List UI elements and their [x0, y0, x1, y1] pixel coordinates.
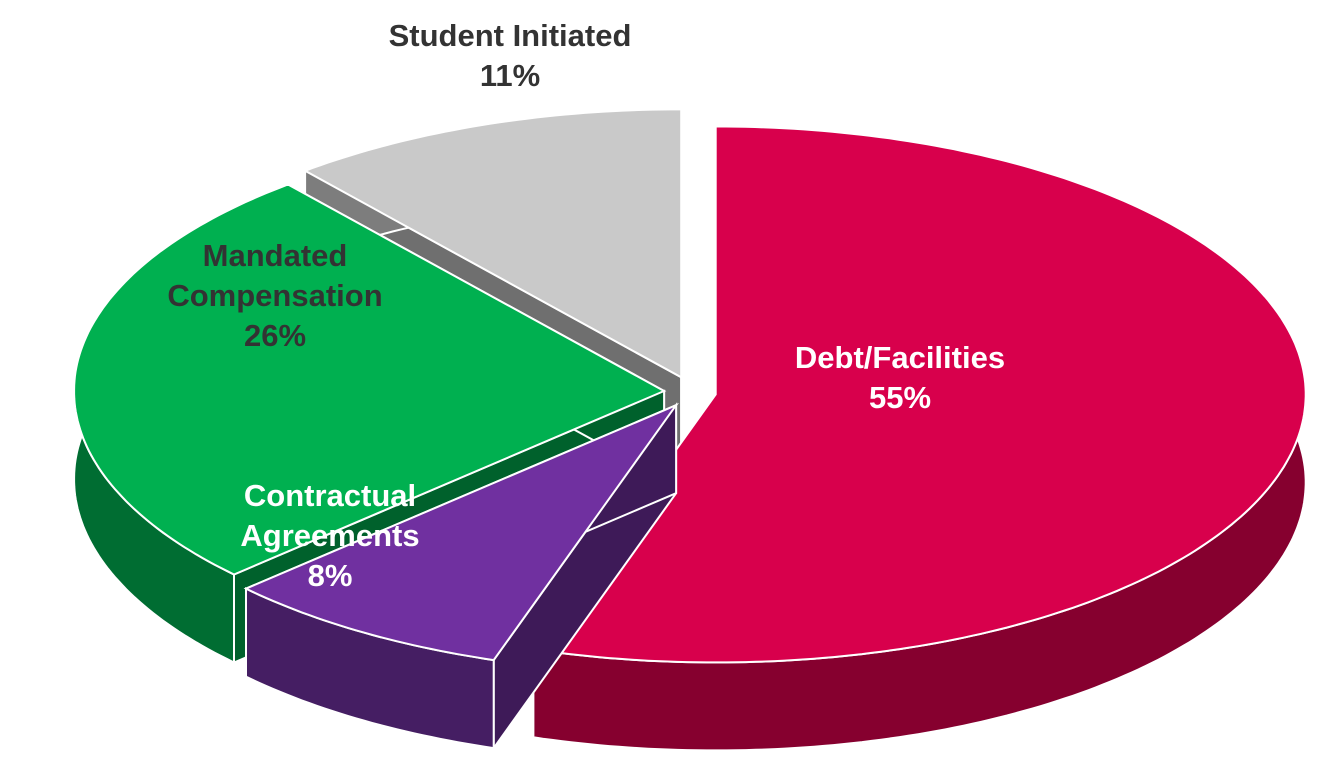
category-name: Debt/Facilities [794, 340, 1006, 375]
slice-label: Contractual Agreements 8% [215, 476, 445, 596]
slice [73, 183, 667, 576]
value-label: 11% [479, 58, 541, 93]
slice [531, 125, 1307, 664]
slice-label: Debt/Facilities 55% [690, 338, 1110, 418]
slice [302, 108, 683, 379]
category-name: Contractual Agreements [240, 478, 420, 553]
slice-label: Student Initiated 11% [300, 16, 720, 96]
slice-label: Mandated Compensation 26% [140, 236, 410, 356]
value-label: 8% [307, 558, 353, 593]
value-label: 55% [868, 380, 932, 415]
category-name: Student Initiated [388, 18, 632, 53]
category-name: Mandated Compensation [167, 238, 383, 313]
slice [243, 402, 679, 662]
value-label: 26% [243, 318, 307, 353]
